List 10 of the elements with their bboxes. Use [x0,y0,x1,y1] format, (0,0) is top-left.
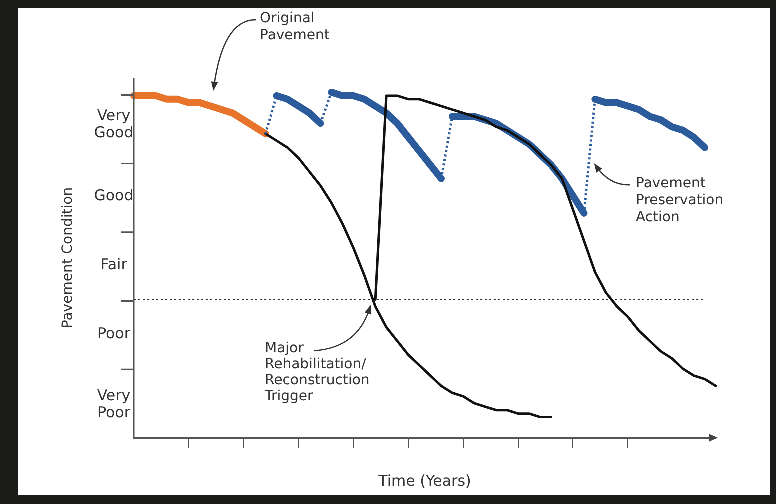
annotation: Good [94,186,134,204]
x-axis-title: Time (Years) [378,472,472,490]
annotation: Pavement Preservation Action [636,176,724,226]
text: Very Poor [97,386,132,422]
text: Poor [97,324,132,342]
ref-line-label: Major Rehabilitation/ Reconstruction Trigger [264,340,370,405]
y-axis-title: Pavement Condition [60,187,76,329]
text: Original Pavement [260,10,330,44]
annotation: Very Good [94,106,134,142]
text: Fair [100,255,128,274]
